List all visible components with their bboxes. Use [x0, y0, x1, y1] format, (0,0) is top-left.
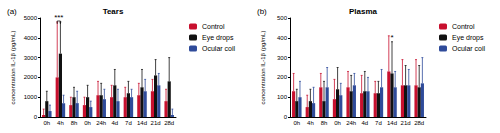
svg-text:8h: 8h	[321, 120, 328, 126]
svg-text:300: 300	[277, 55, 288, 61]
svg-text:400: 400	[277, 35, 288, 41]
svg-text:(a): (a)	[7, 7, 17, 16]
svg-text:concentration IL-1β (pg/mL): concentration IL-1β (pg/mL)	[260, 31, 266, 105]
svg-text:(b): (b)	[257, 7, 267, 16]
svg-text:0h: 0h	[293, 120, 300, 126]
svg-text:4h: 4h	[307, 120, 314, 126]
svg-text:2000: 2000	[24, 74, 38, 80]
svg-text:***: ***	[54, 13, 63, 22]
svg-text:100: 100	[277, 94, 288, 100]
svg-text:8h: 8h	[71, 120, 78, 126]
svg-text:1000: 1000	[24, 94, 38, 100]
svg-text:14d: 14d	[137, 120, 147, 126]
svg-text:0h: 0h	[84, 120, 91, 126]
svg-text:4h: 4h	[57, 120, 64, 126]
svg-text:4d: 4d	[111, 120, 118, 126]
svg-text:Control: Control	[202, 23, 225, 30]
svg-text:28d: 28d	[414, 120, 424, 126]
svg-text:5000: 5000	[24, 15, 38, 21]
svg-text:200: 200	[277, 74, 288, 80]
svg-text:Tears: Tears	[103, 7, 124, 16]
svg-text:7d: 7d	[375, 120, 382, 126]
svg-text:Ocular coil: Ocular coil	[452, 45, 486, 52]
svg-text:Control: Control	[452, 23, 475, 30]
svg-text:Ocular coil: Ocular coil	[202, 45, 236, 52]
svg-text:0h: 0h	[43, 120, 50, 126]
svg-text:4d: 4d	[361, 120, 368, 126]
svg-text:*: *	[390, 33, 393, 42]
svg-text:3000: 3000	[24, 55, 38, 61]
svg-text:7d: 7d	[125, 120, 132, 126]
svg-text:21d: 21d	[151, 120, 161, 126]
svg-text:Eye drops: Eye drops	[202, 34, 234, 42]
svg-text:500: 500	[277, 15, 288, 21]
svg-text:0h: 0h	[334, 120, 341, 126]
svg-text:concentration IL-1β (pg/mL): concentration IL-1β (pg/mL)	[10, 31, 16, 105]
svg-text:14d: 14d	[387, 120, 397, 126]
svg-text:0: 0	[34, 114, 38, 120]
svg-text:Eye drops: Eye drops	[452, 34, 484, 42]
svg-text:24h: 24h	[96, 120, 106, 126]
svg-text:24h: 24h	[346, 120, 356, 126]
svg-text:28d: 28d	[164, 120, 174, 126]
svg-text:4000: 4000	[24, 35, 38, 41]
svg-text:21d: 21d	[401, 120, 411, 126]
svg-text:0: 0	[284, 114, 288, 120]
svg-text:Plasma: Plasma	[349, 7, 378, 16]
